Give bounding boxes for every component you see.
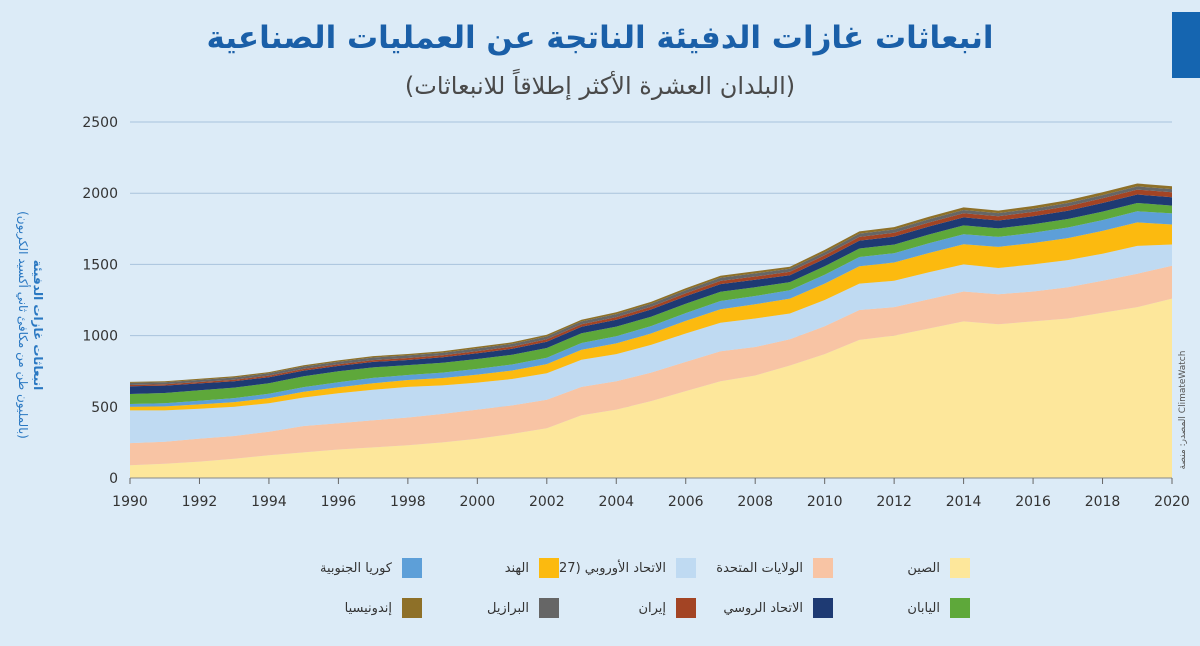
legend-label: الولايات المتحدة [716,560,803,576]
legend: الصين الولايات المتحدة الاتحاد الأوروبي (2… [250,548,970,628]
legend-label: إيران [638,600,666,616]
legend-label: إندونيسيا [344,600,392,616]
chart-title: انبعاثات غازات الدفيئة الناتجة عن العملي… [206,20,994,56]
legend-swatch [950,598,970,618]
x-tick-label: 2006 [668,494,704,510]
legend-item: إندونيسيا [285,598,422,618]
y-tick-label: 2500 [82,115,118,131]
legend-label: الاتحاد الأوروبي (27) [554,560,666,576]
y-tick-label: 1000 [82,329,118,345]
legend-label: الصين [907,560,940,576]
legend-swatch [676,558,696,578]
y-axis-label-line1: انبعاثات غازات الدفيئة [31,259,45,391]
legend-item: الصين [833,558,970,578]
legend-item: البرازيل [422,598,559,618]
area-series [130,244,1172,444]
legend-item: الاتحاد الأوروبي (27) [554,558,696,578]
legend-item: الولايات المتحدة [696,558,833,578]
source-note: المصدر: منصة ClimateWatch [1178,350,1188,470]
x-tick-label: 2014 [946,494,982,510]
x-tick-label: 2018 [1085,494,1121,510]
x-tick-label: 2008 [737,494,773,510]
area-series [130,222,1172,411]
area-series [130,194,1172,394]
legend-swatch [813,558,833,578]
legend-label: البرازيل [486,600,529,616]
legend-swatch [539,558,559,578]
y-tick-label: 500 [91,400,118,416]
area-series [130,211,1172,407]
y-axis-label-line2: (بالمليون طن من مكافئ ثاني أكسيد الكربون… [16,211,30,439]
x-tick-label: 2002 [529,494,565,510]
area-series [130,298,1172,478]
corner-tab [1172,12,1200,78]
legend-swatch [813,598,833,618]
legend-swatch [676,598,696,618]
y-tick-label: 0 [109,471,118,487]
legend-item: الهند [422,558,559,578]
area-series [130,265,1172,466]
x-tick-label: 1994 [251,494,287,510]
legend-row: اليابان الاتحاد الروسي إيران البرازيل إندوني… [250,588,970,628]
legend-item: الاتحاد الروسي [696,598,833,618]
legend-label: الهند [504,560,529,576]
area-series [130,189,1172,387]
legend-swatch [402,598,422,618]
y-tick-label: 1500 [82,257,118,273]
legend-row: الصين الولايات المتحدة الاتحاد الأوروبي (2… [250,548,970,588]
legend-label: الاتحاد الروسي [723,600,803,616]
x-tick-label: 2004 [598,494,634,510]
legend-item: إيران [559,598,696,618]
legend-item: اليابان [833,598,970,618]
legend-swatch [950,558,970,578]
x-tick-label: 2000 [460,494,496,510]
legend-label: كوريا الجنوبية [319,560,392,576]
stacked-areas [130,183,1172,478]
legend-swatch [539,598,559,618]
x-tick-label: 2016 [1015,494,1051,510]
legend-item: كوريا الجنوبية [285,558,422,578]
x-tick-label: 2020 [1154,494,1190,510]
area-series [130,203,1172,404]
y-tick-label: 2000 [82,186,118,202]
chart-subtitle: (البلدان العشرة الأكثر إطلاقاً للانبعاثا… [404,72,796,100]
x-tick-label: 1992 [182,494,218,510]
x-tick-label: 1998 [390,494,426,510]
x-tick-label: 2012 [876,494,912,510]
y-axis-label: انبعاثات غازات الدفيئة (بالمليون طن من م… [15,165,45,485]
axes: 0 500 1000 1500 2000 2500 1990 1992 1994 1996 1998… [82,115,1189,510]
x-tick-label: 1990 [112,494,148,510]
legend-label: اليابان [907,600,940,616]
x-tick-label: 2010 [807,494,843,510]
x-tick-label: 1996 [321,494,357,510]
legend-swatch [402,558,422,578]
